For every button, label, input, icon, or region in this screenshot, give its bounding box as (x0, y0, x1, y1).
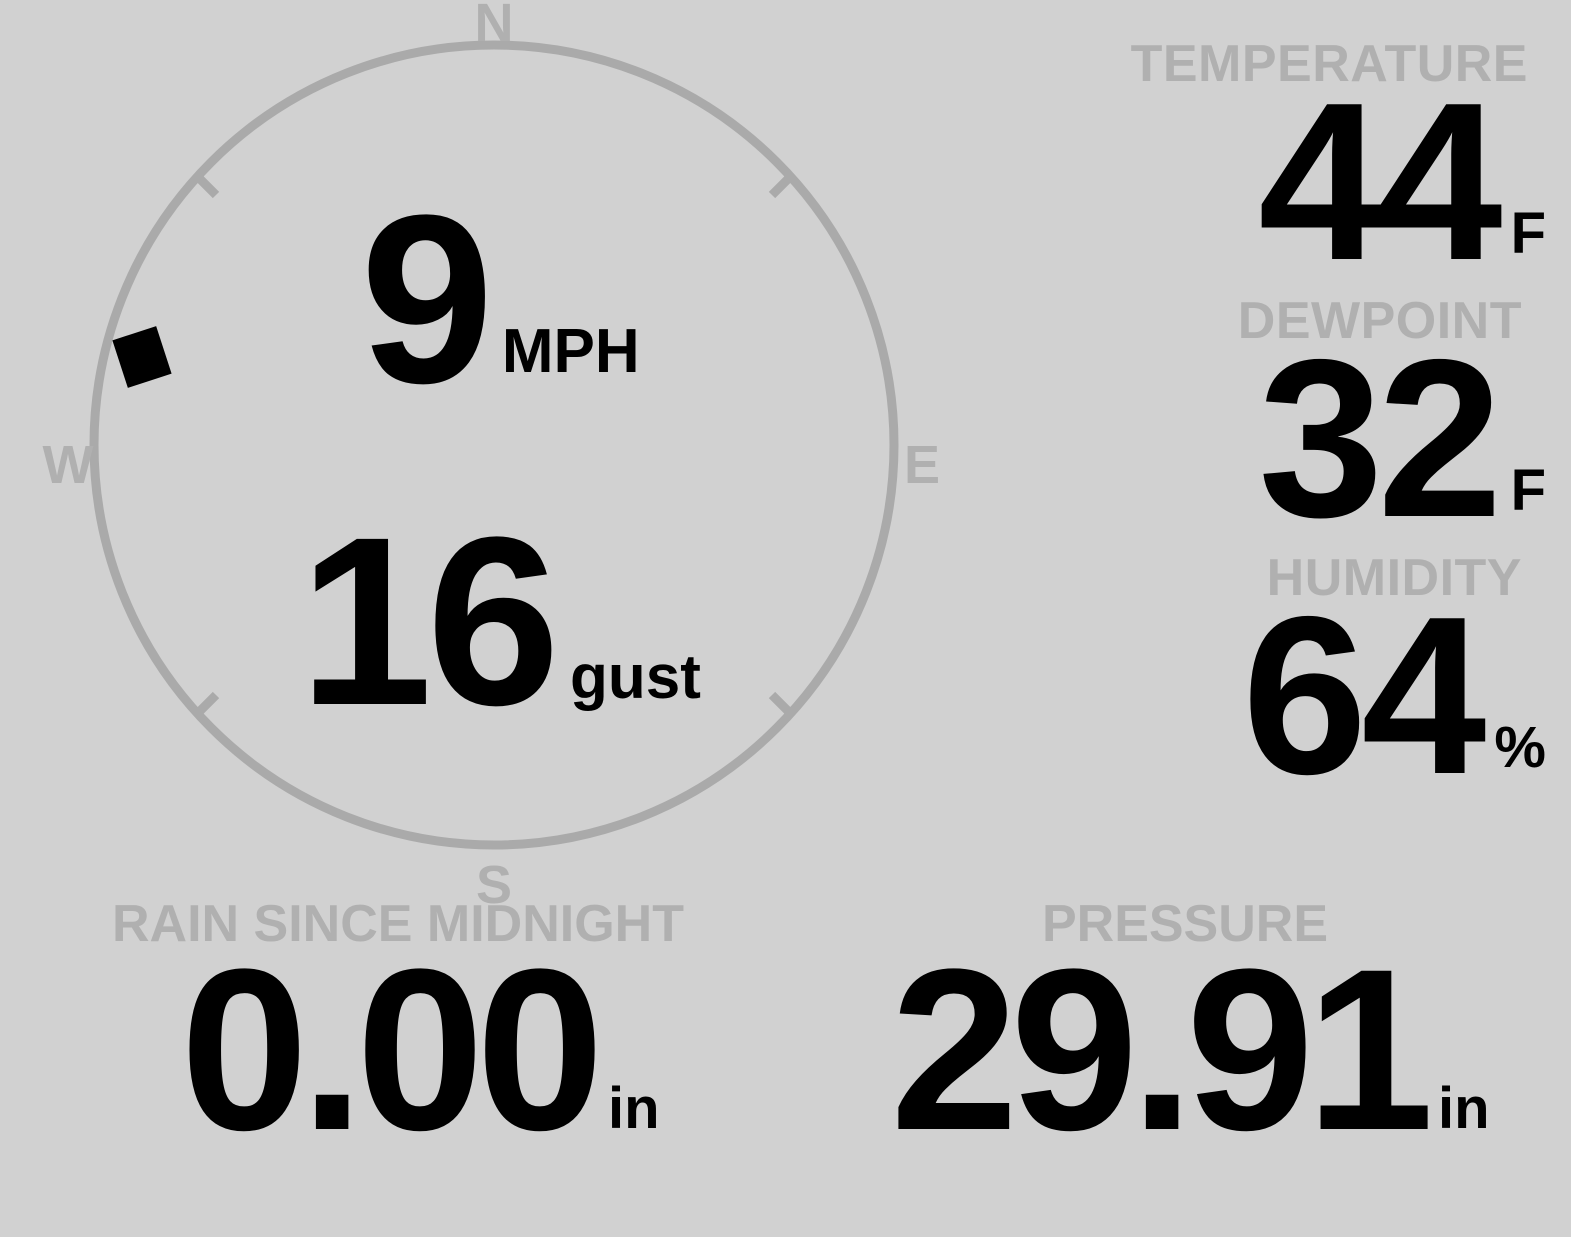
metric-humidity: HUMIDITY 64 % (960, 549, 1546, 822)
metrics-column: TEMPERATURE 44 F DEWPOINT 32 F HUMIDITY … (960, 35, 1546, 822)
metric-temperature-value-row: 44 F (960, 55, 1546, 308)
metric-pressure-unit: in (1438, 1076, 1490, 1141)
metric-rain-value-row: 0.00 in (0, 921, 840, 1178)
metric-temperature-value: 44 (1258, 55, 1502, 308)
metric-humidity-value: 64 (1242, 569, 1486, 822)
metric-rain-unit: in (608, 1076, 660, 1141)
metric-dewpoint-value: 32 (1258, 312, 1502, 565)
compass-ticks (195, 174, 793, 716)
metric-humidity-value-row: 64 % (960, 569, 1546, 822)
wind-speed-readout: 9 MPH (150, 164, 850, 433)
metric-temperature-label: TEMPERATURE (1130, 35, 1528, 93)
wind-gust-value: 16 (299, 486, 560, 755)
metric-dewpoint-label: DEWPOINT (1237, 292, 1522, 351)
bottom-metrics-row: RAIN SINCE MIDNIGHT 0.00 in PRESSURE 29.… (0, 895, 1571, 1178)
compass-label-east: E (903, 435, 941, 495)
wind-compass-panel: N E S W 9 MPH 16 gust (0, 0, 990, 912)
metric-pressure: PRESSURE 29.91 in (840, 895, 1540, 1178)
metric-pressure-label: PRESSURE (1041, 895, 1329, 953)
wind-gust-readout: 16 gust (120, 486, 880, 755)
metric-humidity-label: HUMIDITY (1266, 549, 1522, 608)
wind-speed-unit: MPH (501, 317, 640, 386)
metric-pressure-value: 29.91 (890, 921, 1434, 1178)
compass-label-west: W (42, 435, 94, 495)
metric-dewpoint: DEWPOINT 32 F (960, 292, 1546, 565)
metric-dewpoint-value-row: 32 F (960, 312, 1546, 565)
compass-tick-sw (195, 691, 220, 716)
metric-temperature: TEMPERATURE 44 F (960, 35, 1546, 308)
metric-rain-value: 0.00 (180, 921, 604, 1178)
wind-direction-marker (112, 326, 172, 388)
metric-dewpoint-unit: F (1510, 458, 1546, 524)
metric-humidity-unit: % (1494, 715, 1546, 781)
wind-gust-unit: gust (570, 643, 701, 712)
compass-label-north: N (474, 0, 514, 53)
compass-tick-ne (768, 174, 793, 199)
metric-rain-label: RAIN SINCE MIDNIGHT (112, 895, 684, 953)
compass-label-south: S (475, 855, 513, 915)
compass-ring (89, 40, 899, 850)
wind-speed-value: 9 (360, 164, 494, 433)
metric-rain-since-midnight: RAIN SINCE MIDNIGHT 0.00 in (0, 895, 840, 1178)
metric-temperature-unit: F (1510, 201, 1546, 267)
compass-tick-nw (195, 174, 220, 199)
compass-dial (89, 40, 899, 850)
metric-pressure-value-row: 29.91 in (840, 921, 1540, 1178)
compass-tick-se (768, 691, 793, 716)
